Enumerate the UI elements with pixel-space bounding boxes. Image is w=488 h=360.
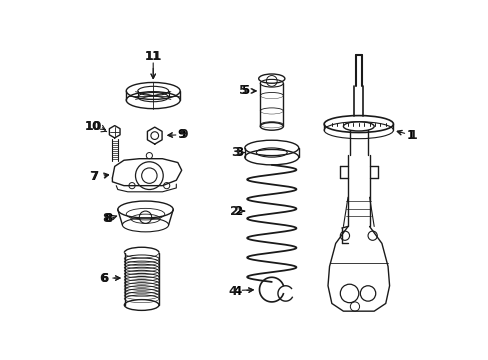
Text: 8: 8 [104, 212, 116, 225]
Text: 1: 1 [396, 129, 414, 142]
Text: 9: 9 [168, 127, 185, 140]
Text: 6: 6 [101, 271, 120, 284]
Text: 7: 7 [90, 170, 108, 183]
Text: 11: 11 [144, 50, 162, 63]
Text: 3: 3 [235, 146, 243, 159]
Text: 7: 7 [89, 170, 97, 183]
Text: 2: 2 [233, 204, 244, 217]
Text: 2: 2 [229, 204, 238, 217]
Text: 5: 5 [241, 85, 255, 98]
Text: 3: 3 [231, 146, 240, 159]
Text: 10: 10 [85, 120, 106, 133]
Text: 10: 10 [84, 120, 102, 133]
Text: 9: 9 [179, 127, 187, 140]
Text: 1: 1 [407, 129, 416, 142]
Text: 6: 6 [99, 271, 107, 284]
Text: 4: 4 [228, 285, 237, 298]
Text: 4: 4 [233, 285, 253, 298]
Text: 11: 11 [145, 50, 161, 78]
Text: 5: 5 [239, 85, 247, 98]
Text: 8: 8 [102, 212, 110, 225]
